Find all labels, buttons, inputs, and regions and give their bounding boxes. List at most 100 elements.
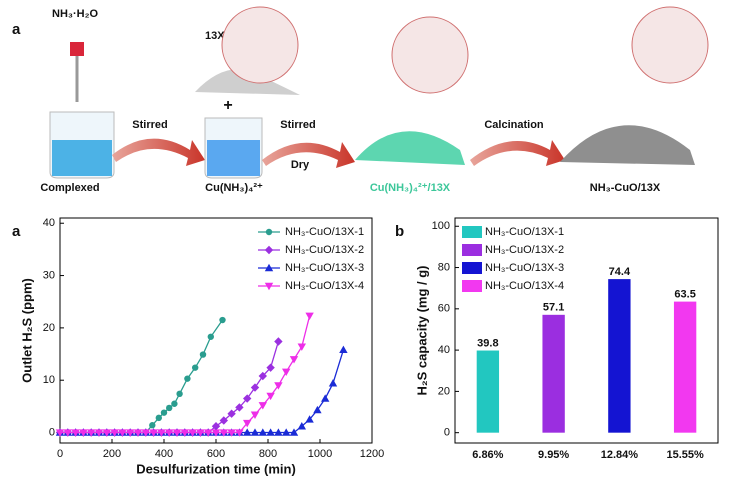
marker <box>321 394 330 402</box>
marker <box>258 371 267 381</box>
marker <box>258 402 267 410</box>
marker <box>204 429 213 437</box>
marker <box>297 422 306 430</box>
legend-label: NH₃-CuO/13X-3 <box>485 262 564 274</box>
marker <box>211 422 221 431</box>
marker <box>149 429 158 437</box>
marker <box>126 429 135 437</box>
marker <box>313 405 322 414</box>
plot-frame <box>454 217 719 444</box>
arrow <box>262 142 355 168</box>
y-tick-label: 100 <box>432 220 450 232</box>
powder-pile <box>195 69 300 95</box>
step-label: Calcination <box>484 119 544 131</box>
x-tick-label: 800 <box>259 448 277 460</box>
marker <box>118 429 127 437</box>
y-tick-label: 0 <box>49 426 55 438</box>
dropper-bulb <box>70 42 84 56</box>
marker <box>328 379 338 387</box>
marker <box>243 419 252 428</box>
legend-marker <box>264 263 274 272</box>
step-label: Stirred <box>280 119 315 131</box>
legend-label: NH₃-CuO/13X-4 <box>285 280 364 292</box>
solution <box>52 140 112 176</box>
marker <box>141 429 150 437</box>
series-line <box>60 349 345 434</box>
marker <box>339 345 348 354</box>
marker <box>227 409 236 418</box>
marker <box>63 429 72 437</box>
x-tick-label: 0 <box>57 448 63 460</box>
marker <box>258 428 267 436</box>
zeolite-label: 13X <box>205 30 225 42</box>
series-line <box>60 341 280 434</box>
stage-label: NH₃-CuO/13X <box>590 182 661 194</box>
marker <box>55 429 65 437</box>
marker <box>266 428 275 436</box>
x-axis-label: Desulfurization time (min) <box>136 461 296 476</box>
legend-swatch <box>462 226 482 238</box>
marker <box>165 429 174 437</box>
x-tick-label: 400 <box>155 448 173 460</box>
zoom-circle <box>631 6 709 84</box>
y-tick-label: 20 <box>438 385 450 397</box>
marker <box>102 429 111 437</box>
legend-marker <box>264 282 274 291</box>
bar <box>476 350 500 433</box>
marker <box>243 428 252 436</box>
marker <box>266 392 275 401</box>
legend-label: NH₃-CuO/13X-2 <box>285 244 364 256</box>
marker <box>235 429 244 437</box>
x-tick-label: 1200 <box>360 448 384 460</box>
marker <box>188 429 197 437</box>
value-label: 63.5 <box>674 289 695 301</box>
x-tick-label: 6.86% <box>472 449 503 461</box>
marker <box>235 403 244 412</box>
marker <box>149 422 156 429</box>
marker <box>250 383 260 392</box>
powder-pile <box>355 131 465 165</box>
stage-label: Complexed <box>40 182 99 194</box>
legend-label: NH₃-CuO/13X-1 <box>485 226 564 238</box>
solution <box>207 140 260 176</box>
stage-label: Cu(NH₃)₄²⁺ <box>205 182 263 194</box>
marker <box>172 429 182 437</box>
bar <box>673 301 697 433</box>
x-tick-label: 15.55% <box>666 449 704 461</box>
value-label: 57.1 <box>543 302 564 314</box>
panel-label: a <box>12 223 21 240</box>
marker <box>274 382 283 390</box>
panel-label: a <box>12 21 21 38</box>
plus-sign: + <box>223 97 232 114</box>
x-tick-label: 12.84% <box>601 449 639 461</box>
y-tick-label: 0 <box>444 427 450 439</box>
marker <box>176 390 183 398</box>
marker <box>157 429 166 437</box>
y-axis-label: H₂S capacity (mg / g) <box>414 265 429 395</box>
marker <box>166 404 173 412</box>
marker <box>274 428 283 436</box>
legend-label: NH₃-CuO/13X-3 <box>285 262 364 274</box>
series-line <box>60 319 224 434</box>
marker <box>243 394 252 403</box>
marker <box>196 429 205 437</box>
marker <box>250 411 260 419</box>
panel-label: b <box>395 223 404 240</box>
marker <box>94 429 104 437</box>
marker <box>110 429 119 437</box>
marker <box>305 415 314 423</box>
y-tick-label: 40 <box>438 344 450 356</box>
x-tick-label: 600 <box>207 448 225 460</box>
marker <box>184 375 191 382</box>
marker <box>282 368 291 377</box>
y-tick-label: 40 <box>43 217 55 229</box>
marker <box>79 429 88 437</box>
marker <box>219 316 226 324</box>
marker <box>199 351 207 358</box>
legend-marker <box>265 228 273 236</box>
value-label: 39.8 <box>477 337 498 349</box>
marker <box>250 428 260 436</box>
zoom-circle <box>221 6 299 84</box>
bar <box>608 279 631 433</box>
